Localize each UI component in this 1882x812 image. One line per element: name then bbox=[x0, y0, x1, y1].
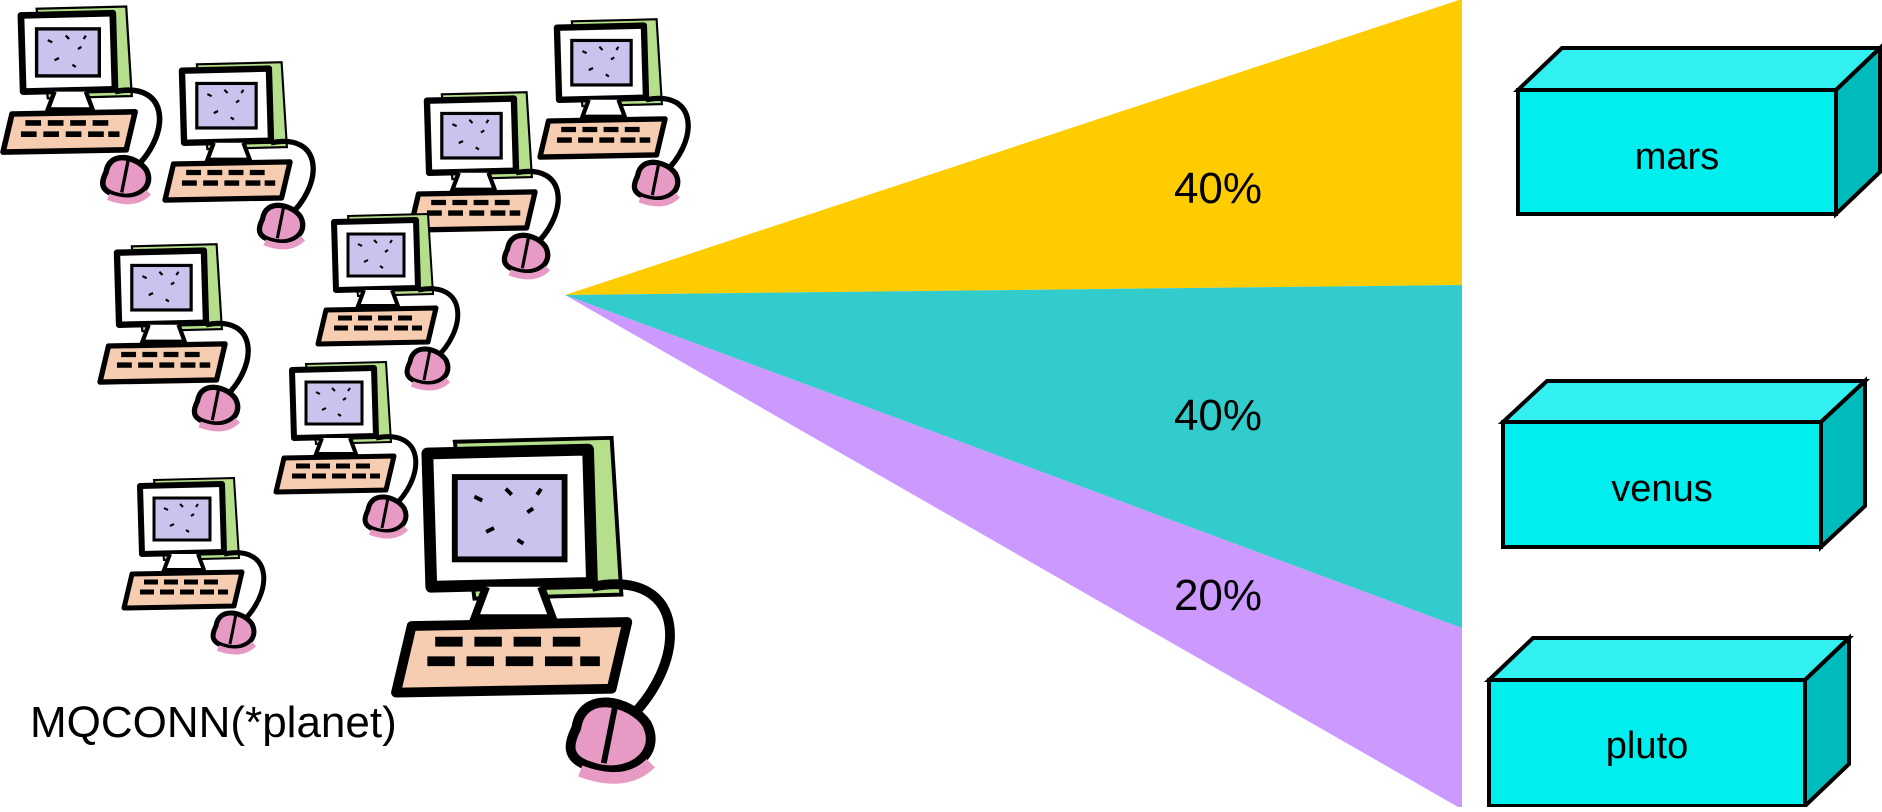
client-call-caption: MQCONN(*planet) bbox=[30, 698, 397, 747]
share-label-mars: 40% bbox=[1174, 164, 1262, 213]
queue-manager-label-mars: mars bbox=[1635, 136, 1719, 178]
queue-manager-label-pluto: pluto bbox=[1606, 725, 1688, 767]
wedge-pluto bbox=[565, 295, 1462, 807]
queue-manager-pluto: pluto bbox=[1484, 633, 1854, 811]
share-label-venus: 40% bbox=[1174, 391, 1262, 440]
clients-group bbox=[3, 6, 688, 777]
desktop-computer-icon bbox=[3, 6, 160, 200]
desktop-computer-icon bbox=[540, 19, 688, 203]
desktop-computer-icon bbox=[318, 214, 458, 387]
desktop-computer-icon bbox=[165, 62, 313, 246]
desktop-computer-icon bbox=[396, 438, 670, 778]
queue-manager-mars: mars bbox=[1513, 43, 1882, 219]
desktop-computer-icon bbox=[124, 478, 264, 651]
queue-manager-venus: venus bbox=[1497, 376, 1871, 552]
desktop-computer-icon bbox=[100, 244, 248, 428]
wedge-venus bbox=[565, 285, 1462, 628]
queue-manager-label-venus: venus bbox=[1611, 468, 1712, 510]
share-label-pluto: 20% bbox=[1174, 571, 1262, 620]
wedge-mars bbox=[565, 0, 1462, 295]
desktop-computer-icon bbox=[276, 362, 416, 535]
desktop-computer-icon bbox=[410, 92, 558, 276]
workload-wedges bbox=[565, 0, 1462, 807]
